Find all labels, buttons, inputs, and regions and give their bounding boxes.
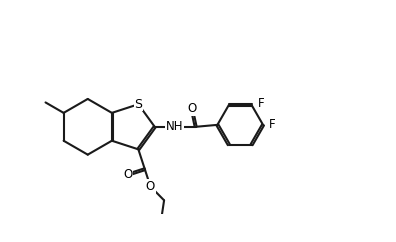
Text: F: F [257,97,264,110]
Text: O: O [146,180,155,193]
Text: F: F [269,118,276,131]
Text: O: O [123,168,132,181]
Text: S: S [134,98,142,111]
Text: O: O [187,102,196,115]
Text: NH: NH [166,120,183,133]
